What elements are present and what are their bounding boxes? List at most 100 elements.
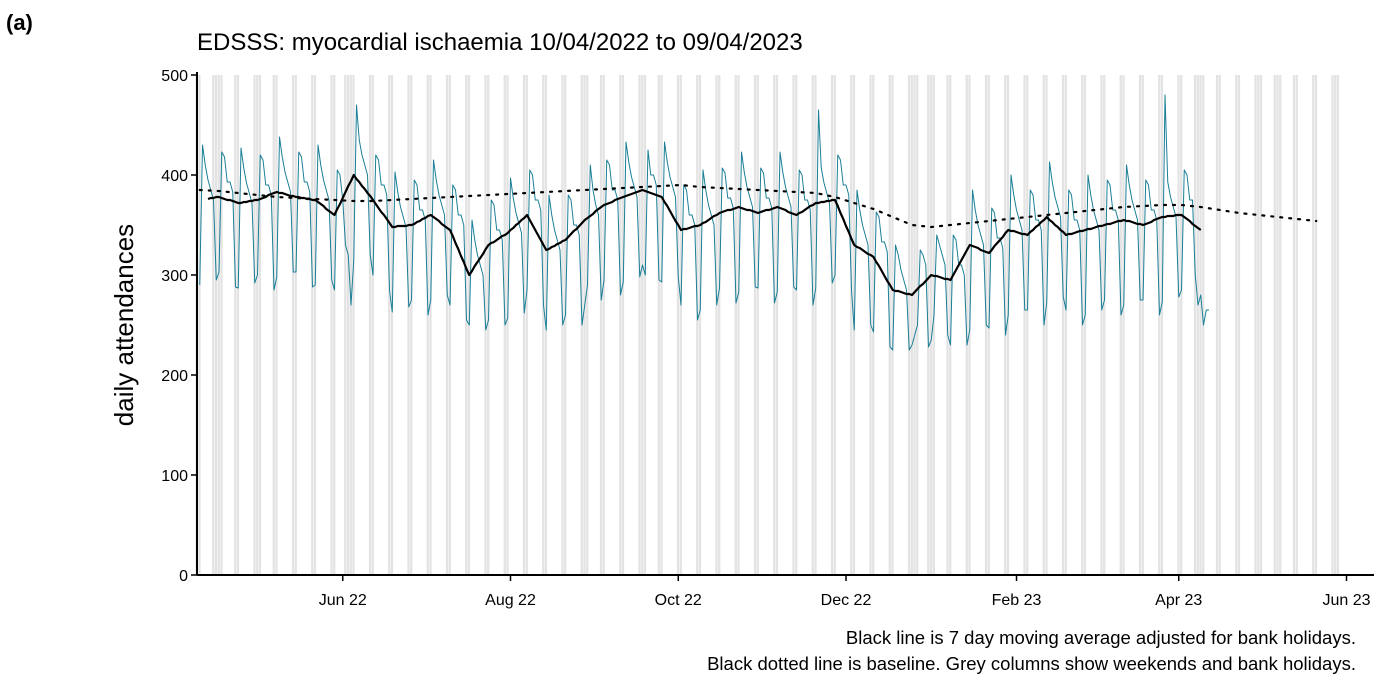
weekend-column	[756, 75, 759, 575]
weekend-column	[602, 75, 605, 575]
weekend-column	[564, 75, 567, 575]
weekend-column	[910, 75, 913, 575]
weekend-column	[737, 75, 740, 575]
y-tick-label: 200	[161, 368, 188, 385]
weekend-column	[236, 75, 240, 575]
weekend-column	[1064, 75, 1067, 575]
weekend-column	[949, 75, 952, 575]
weekend-column	[522, 75, 526, 575]
weekend-column	[330, 75, 333, 575]
y-tick-label: 100	[161, 468, 188, 485]
weekend-column	[775, 75, 779, 575]
weekend-column	[850, 75, 853, 575]
weekend-column	[253, 75, 256, 575]
weekend-column	[795, 75, 798, 575]
weekend-column	[1314, 75, 1318, 575]
panel-label: (a)	[6, 10, 33, 35]
weekend-column	[753, 75, 757, 575]
weekend-column	[1103, 75, 1106, 575]
chart-title: EDSSS: myocardial ischaemia 10/04/2022 t…	[197, 29, 803, 56]
weekend-column	[311, 75, 314, 575]
weekend-column	[1295, 75, 1298, 575]
weekend-column	[333, 75, 336, 575]
holiday-column	[1259, 75, 1263, 575]
weekend-column	[448, 75, 451, 575]
holiday-column	[220, 75, 223, 575]
weekend-column	[1254, 75, 1257, 575]
weekend-column	[1177, 75, 1180, 575]
weekend-column	[657, 75, 660, 575]
weekend-column	[1312, 75, 1315, 575]
weekend-column	[1100, 75, 1103, 575]
x-tick-label: Jun 22	[319, 592, 367, 609]
weekend-column	[217, 75, 220, 575]
weekend-column	[214, 75, 218, 575]
weekend-column	[1026, 75, 1029, 575]
weekend-column	[1061, 75, 1065, 575]
holiday-column	[346, 75, 350, 575]
data-line	[207, 173, 1202, 297]
holiday-column	[643, 75, 647, 575]
x-tick-label: Aug 22	[485, 592, 536, 609]
y-tick-label: 300	[161, 268, 188, 285]
footnote: Black line is 7 day moving average adjus…	[846, 627, 1356, 648]
weekend-column	[641, 75, 644, 575]
holiday-column	[1193, 75, 1197, 575]
holiday-column	[913, 75, 916, 575]
weekend-column	[291, 75, 295, 575]
weekend-column	[814, 75, 817, 575]
plot-area: 0 100 200 300 400 500 Jun 22 Aug 22 Oct 22 Dec 22…	[161, 68, 1374, 609]
weekend-column	[1122, 75, 1125, 575]
shading	[195, 75, 1340, 575]
weekend-column	[1158, 75, 1161, 575]
data-line	[199, 94, 1209, 351]
x-tick-label: Feb 23	[992, 592, 1042, 609]
weekend-column	[1023, 75, 1026, 575]
y-axis-label: daily attendances	[109, 224, 139, 426]
holiday-column	[258, 75, 262, 575]
weekend-column	[426, 75, 429, 575]
weekend-column	[1141, 75, 1144, 575]
weekend-column	[390, 75, 394, 575]
weekend-column	[1119, 75, 1122, 575]
weekend-column	[891, 75, 894, 575]
weekend-column	[1331, 75, 1334, 575]
weekend-column	[676, 75, 680, 575]
weekend-column	[487, 75, 490, 575]
weekend-column	[929, 75, 933, 575]
weekend-column	[445, 75, 449, 575]
weekend-column	[1083, 75, 1087, 575]
holiday-column	[1336, 75, 1340, 575]
weekend-column	[1237, 75, 1241, 575]
weekend-column	[718, 75, 721, 575]
data-line	[198, 183, 1318, 229]
weekend-column	[407, 75, 410, 575]
weekend-column	[811, 75, 814, 575]
holiday-column	[212, 75, 215, 575]
weekend-column	[368, 75, 372, 575]
weekend-column	[234, 75, 237, 575]
weekend-column	[1138, 75, 1142, 575]
weekend-column	[1160, 75, 1164, 575]
weekend-column	[429, 75, 432, 575]
y-tick-label: 0	[179, 568, 188, 585]
weekend-column	[371, 75, 374, 575]
weekend-column	[907, 75, 911, 575]
weekend-column	[696, 75, 699, 575]
weekend-column	[1276, 75, 1279, 575]
weekend-column	[1292, 75, 1296, 575]
weekend-column	[698, 75, 702, 575]
holiday-column	[932, 75, 935, 575]
weekend-column	[715, 75, 718, 575]
holiday-column	[344, 75, 347, 575]
x-tick-label: Apr 23	[1155, 592, 1202, 609]
weekend-column	[1273, 75, 1276, 575]
weekend-column	[638, 75, 641, 575]
weekend-column	[275, 75, 278, 575]
weekend-column	[272, 75, 275, 575]
weekend-column	[1235, 75, 1238, 575]
weekend-column	[525, 75, 528, 575]
weekend-column	[599, 75, 603, 575]
